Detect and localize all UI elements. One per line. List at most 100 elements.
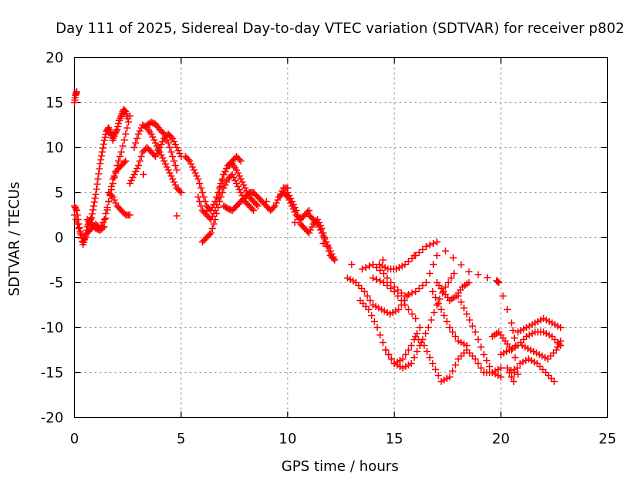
data-point [96,160,104,168]
series-t24 [433,279,473,304]
series-t15 [343,274,411,318]
data-point [508,373,516,381]
data-point [405,346,413,354]
data-point [402,351,410,358]
data-point [429,240,437,247]
data-point [173,166,181,174]
data-point [75,224,83,232]
data-point [328,250,336,258]
data-point [102,214,110,222]
data-point [100,140,108,148]
data-point [451,333,459,340]
data-point [509,327,517,334]
series-t11 [220,184,292,214]
data-point [95,165,103,173]
data-point [557,342,565,349]
data-point [191,169,199,177]
data-point [73,207,81,214]
data-point [126,180,134,187]
y-tick-label: 0 [55,231,64,247]
data-point [90,202,98,210]
data-point [112,199,120,207]
x-axis-label: GPS time / hours [281,459,398,475]
data-point [474,336,482,343]
data-point [132,139,140,147]
data-point [379,256,387,264]
data-point [405,258,413,265]
data-point [483,274,491,282]
data-point [107,183,115,190]
data-point [457,261,465,269]
data-point [100,223,108,231]
data-point [474,271,482,279]
data-point [241,184,249,192]
data-point [433,252,441,259]
data-point [394,286,402,294]
data-point [176,150,184,157]
data-point [99,224,107,232]
data-point [316,226,324,234]
data-point [173,144,181,151]
data-point [129,174,137,181]
data-point [365,262,373,270]
data-point [123,124,131,132]
data-point [77,231,85,239]
data-point [157,151,165,159]
data-point [112,127,120,135]
series-t9 [194,160,262,223]
data-point [466,316,474,324]
data-point [170,157,178,165]
data-point [73,88,81,96]
data-point [137,153,145,160]
data-point [136,157,144,165]
data-point [291,204,299,211]
data-point [157,141,165,148]
data-point [465,268,473,276]
data-point [370,318,378,325]
data-point [433,238,441,246]
data-point [89,206,97,214]
x-tick-label: 20 [492,432,510,448]
data-point [369,261,377,268]
data-point [410,252,418,259]
series-isolated [71,88,522,385]
data-point [233,202,241,210]
data-point [81,234,89,241]
data-point [510,334,518,342]
data-point [376,267,384,274]
data-point [465,279,473,286]
data-point [161,160,169,168]
data-point [468,322,476,330]
data-point [109,193,117,201]
data-point [124,115,132,123]
data-point [113,126,121,133]
data-point [174,147,182,154]
data-point [318,229,326,237]
data-point [187,160,195,168]
data-point [407,342,415,349]
data-point [497,364,505,372]
series-t4 [105,189,134,219]
data-point [166,144,174,151]
data-point [193,172,201,180]
x-tick-label: 15 [385,432,403,448]
data-point [550,378,558,385]
data-point [413,348,421,355]
data-point [112,169,120,177]
data-point [362,264,370,271]
data-point [426,270,434,277]
data-point [71,202,78,210]
data-point [115,157,123,165]
data-point [136,127,144,135]
data-point [379,339,387,346]
data-point [228,171,236,178]
data-point [233,180,241,187]
data-point [167,148,175,156]
x-tick-label: 10 [279,432,297,448]
data-point [194,193,202,201]
data-point [100,136,108,144]
data-point [315,223,323,231]
data-point [234,183,242,190]
data-point [385,351,393,358]
